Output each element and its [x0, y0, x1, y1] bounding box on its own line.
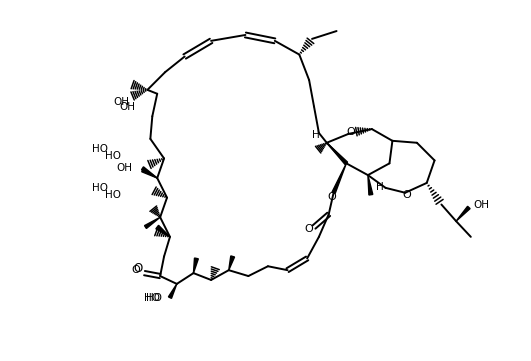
Polygon shape — [456, 206, 470, 221]
Polygon shape — [193, 258, 199, 273]
Polygon shape — [327, 143, 348, 165]
Polygon shape — [368, 175, 373, 195]
Text: OH: OH — [474, 200, 490, 209]
Text: O: O — [402, 190, 412, 200]
Polygon shape — [168, 284, 177, 299]
Polygon shape — [144, 217, 160, 229]
Text: OH: OH — [113, 97, 129, 106]
Text: H: H — [312, 130, 320, 140]
Text: O: O — [346, 127, 355, 137]
Polygon shape — [142, 169, 157, 178]
Text: OH: OH — [117, 163, 133, 173]
Text: HO: HO — [146, 293, 162, 303]
Polygon shape — [229, 256, 235, 270]
Text: OH: OH — [119, 101, 135, 112]
Text: H: H — [376, 182, 383, 192]
Text: O: O — [131, 265, 140, 275]
Text: O: O — [133, 262, 142, 275]
Text: O: O — [327, 192, 336, 202]
Text: O: O — [305, 224, 313, 234]
Text: HO: HO — [105, 190, 121, 200]
Text: HO: HO — [91, 144, 108, 154]
Text: HO: HO — [144, 293, 160, 303]
Polygon shape — [142, 167, 157, 178]
Text: HO: HO — [91, 183, 108, 193]
Text: HO: HO — [105, 151, 121, 161]
Polygon shape — [156, 225, 170, 237]
Polygon shape — [332, 163, 346, 193]
